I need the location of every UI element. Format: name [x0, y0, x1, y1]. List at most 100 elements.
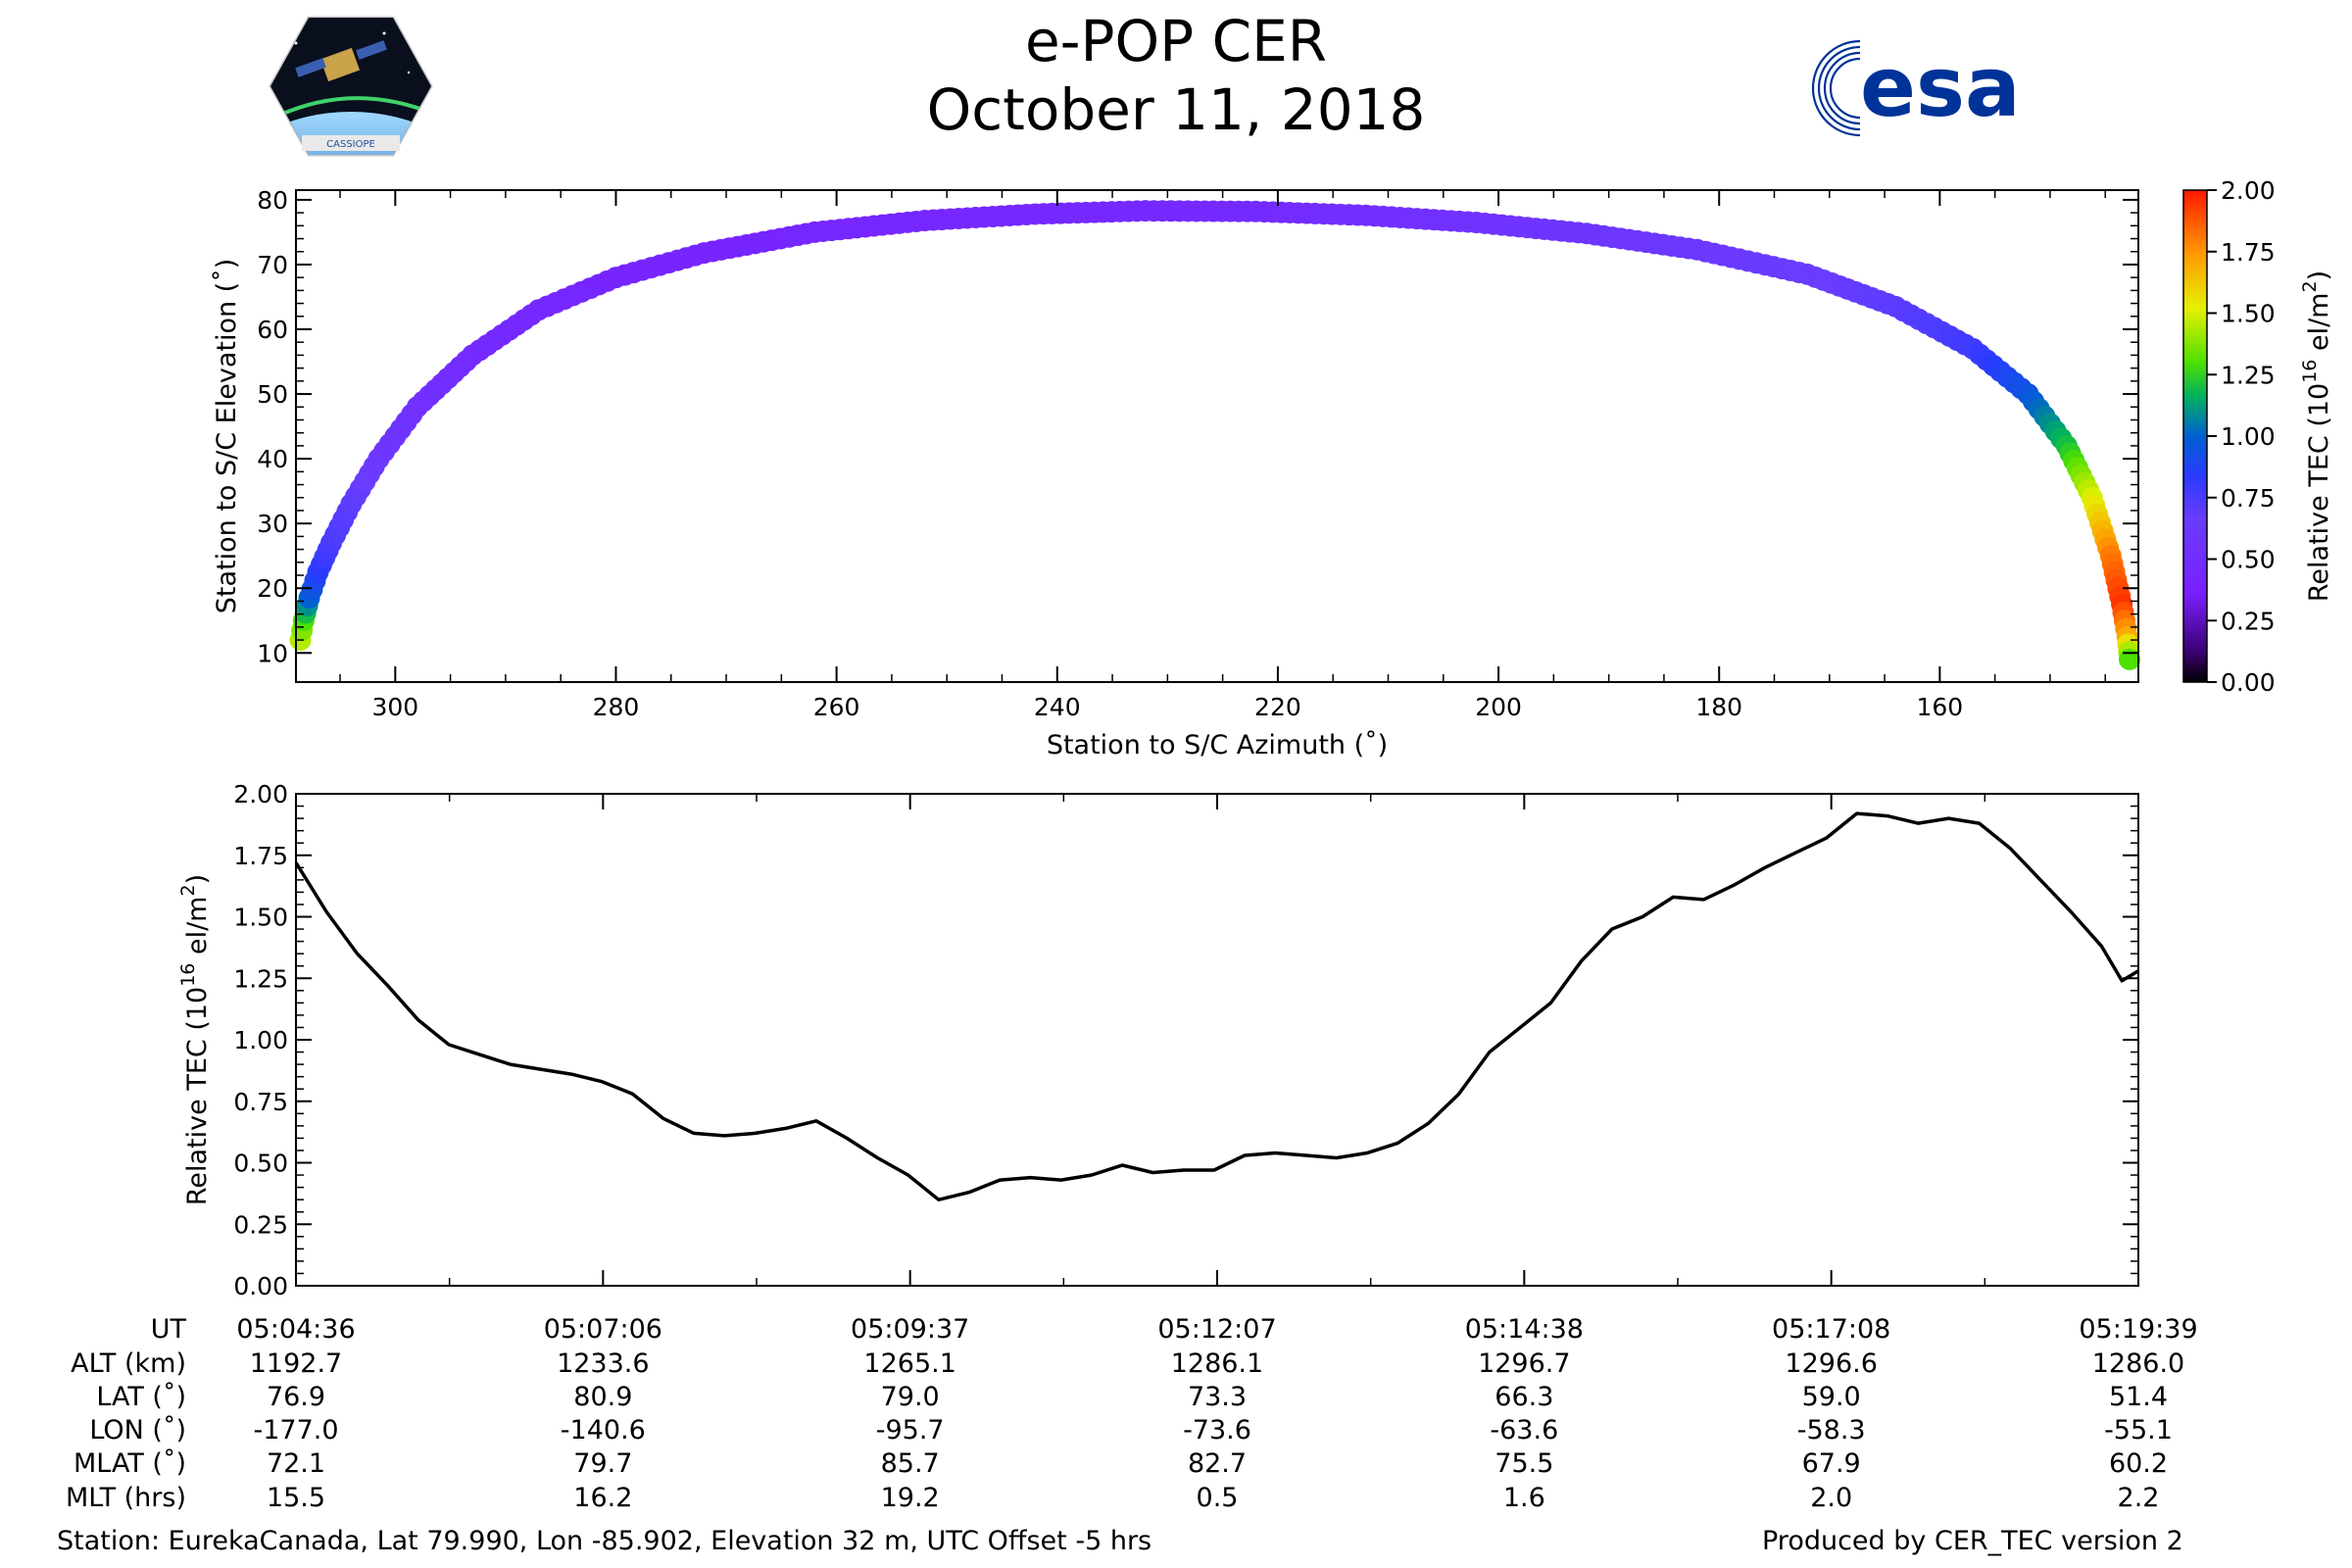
- colorbar-tick-label: 2.00: [2221, 176, 2276, 205]
- table-cell: 67.9: [1802, 1448, 1861, 1479]
- table-cell: 72.1: [267, 1448, 325, 1479]
- table-row-label: LAT (˚): [96, 1382, 186, 1412]
- y-axis-label: Station to S/C Elevation (˚): [212, 259, 242, 614]
- colorbar-tick-label: 0.75: [2221, 484, 2276, 513]
- table-row-label: MLT (hrs): [66, 1483, 186, 1513]
- table-cell: -63.6: [1490, 1415, 1558, 1446]
- colorbar-label-part: 16: [2299, 360, 2321, 383]
- colorbar-tick-label: 0.00: [2221, 668, 2276, 697]
- x-tick-label: 220: [1254, 693, 1301, 721]
- tec-colorbar: 0.00 0.25 0.50 0.75 1.00 1.25 1.50 1.75 2.00 Rela…: [2182, 176, 2334, 697]
- table-row-label: UT: [151, 1314, 187, 1345]
- table-cell: 05:07:06: [544, 1314, 662, 1345]
- y-axis-label-part: el/m: [182, 897, 213, 963]
- table-cell: 1192.7: [250, 1348, 342, 1379]
- x-tick-label: 180: [1695, 693, 1742, 721]
- colorbar-label-part: ): [2304, 270, 2334, 281]
- table-cell: 59.0: [1802, 1382, 1861, 1412]
- x-tick-label: 280: [593, 693, 640, 721]
- y-tick-label: 40: [257, 445, 288, 473]
- table-row-label: MLAT (˚): [74, 1448, 186, 1479]
- x-tick-label: 240: [1034, 693, 1081, 721]
- y-tick-label: 20: [257, 574, 288, 603]
- table-cell: 1265.1: [863, 1348, 956, 1379]
- table-cell: 75.5: [1494, 1448, 1553, 1479]
- table-cell: 1233.6: [557, 1348, 649, 1379]
- y-tick-label: 0.00: [233, 1272, 288, 1300]
- table-cell: 85.7: [881, 1448, 940, 1479]
- colorbar-tick-label: 1.50: [2221, 300, 2276, 328]
- table-cell: 79.0: [881, 1382, 940, 1412]
- elevation-azimuth-plot: 300 280 260 240 220 200 180 160 10 20 30 40 50 60 70 80…: [212, 186, 2140, 760]
- y-tick-label: 50: [257, 380, 288, 409]
- table-cell: 0.5: [1197, 1483, 1239, 1513]
- colorbar-label: Relative TEC (1016 el/m2): [2299, 270, 2334, 602]
- table-cell: 05:09:37: [851, 1314, 969, 1345]
- elevation-scatter-points: [289, 200, 2140, 670]
- colorbar-tick-label: 1.00: [2221, 422, 2276, 451]
- table-cell: 1286.0: [2092, 1348, 2184, 1379]
- y-tick-label: 1.25: [233, 964, 288, 993]
- y-tick-label: 10: [257, 639, 288, 667]
- table-cell: 2.0: [1810, 1483, 1852, 1513]
- station-footer: Station: EurekaCanada, Lat 79.990, Lon -…: [57, 1526, 1152, 1556]
- table-cell: -140.6: [561, 1415, 646, 1446]
- tec-time-series-plot: 0.00 0.25 0.50 0.75 1.00 1.25 1.50 1.75 2.00 Rela…: [177, 780, 2139, 1300]
- esa-logo-text: esa: [1860, 39, 2021, 135]
- table-cell: 15.5: [267, 1483, 325, 1513]
- table-cell: 79.7: [573, 1448, 632, 1479]
- table-cell: -95.7: [876, 1415, 945, 1446]
- y-axis-label-part: 16: [177, 963, 199, 987]
- colorbar-tick-label: 0.25: [2221, 607, 2276, 635]
- y-axis-label: Relative TEC (1016 el/m2): [177, 874, 213, 1205]
- x-tick-label: 260: [813, 693, 860, 721]
- colorbar-label-part: 2: [2299, 280, 2321, 292]
- y-axis-label-part: Relative TEC (10: [182, 987, 213, 1205]
- x-tick-label: 160: [1917, 693, 1964, 721]
- x-axis-label: Station to S/C Azimuth (˚): [1047, 730, 1388, 760]
- top-plot-frame: [295, 189, 2139, 683]
- scatter-point: [2118, 648, 2140, 670]
- cassiope-logo-text: CASSIOPE: [326, 139, 375, 150]
- colorbar-label-part: Relative TEC (10: [2304, 383, 2334, 602]
- chart-date: October 11, 2018: [926, 76, 1426, 143]
- table-cell: 05:04:36: [236, 1314, 355, 1345]
- y-tick-label: 0.25: [233, 1210, 288, 1239]
- tec-line: [294, 811, 2139, 1201]
- table-cell: 82.7: [1188, 1448, 1247, 1479]
- y-tick-label: 80: [257, 186, 288, 215]
- table-cell: -73.6: [1183, 1415, 1251, 1446]
- y-tick-label: 1.75: [233, 842, 288, 870]
- table-cell: 73.3: [1188, 1382, 1247, 1412]
- table-cell: 66.3: [1494, 1382, 1553, 1412]
- y-tick-label: 60: [257, 316, 288, 344]
- y-axis-label-part: ): [182, 874, 213, 885]
- colorbar-gradient: [2182, 189, 2208, 683]
- y-tick-label: 1.50: [233, 904, 288, 932]
- y-tick-label: 1.00: [233, 1026, 288, 1054]
- table-cell: -177.0: [253, 1415, 338, 1446]
- table-cell: 1286.1: [1171, 1348, 1263, 1379]
- table-cell: 16.2: [573, 1483, 632, 1513]
- x-tick-label: 200: [1475, 693, 1522, 721]
- y-axis-label-part: 2: [177, 884, 199, 896]
- table-cell: 1296.7: [1478, 1348, 1570, 1379]
- table-cell: -58.3: [1797, 1415, 1866, 1446]
- table-cell: 76.9: [267, 1382, 325, 1412]
- y-tick-label: 0.50: [233, 1150, 288, 1178]
- table-cell: 2.2: [2118, 1483, 2160, 1513]
- y-tick-label: 70: [257, 251, 288, 279]
- table-row-label: ALT (km): [71, 1348, 186, 1379]
- producer-footer: Produced by CER_TEC version 2: [1762, 1526, 2183, 1556]
- colorbar-tick-label: 0.50: [2221, 546, 2276, 574]
- table-row-label: LON (˚): [89, 1415, 186, 1446]
- esa-logo: esa: [1811, 39, 2021, 137]
- x-tick-label: 300: [371, 693, 418, 721]
- chart-title: e-POP CER: [1024, 8, 1328, 74]
- table-cell: 51.4: [2109, 1382, 2168, 1412]
- table-cell: 05:19:39: [2079, 1314, 2197, 1345]
- y-tick-label: 2.00: [233, 780, 288, 808]
- y-tick-label: 0.75: [233, 1088, 288, 1116]
